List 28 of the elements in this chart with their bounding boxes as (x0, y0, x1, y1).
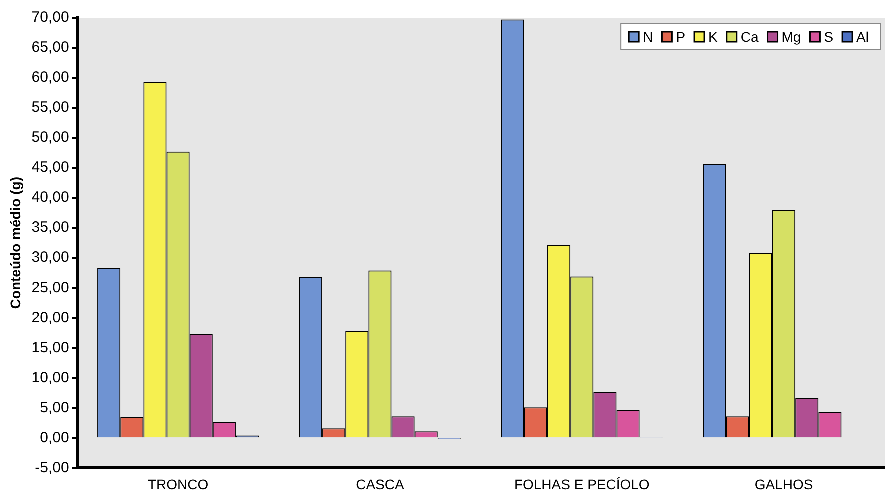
legend-label: P (676, 28, 686, 45)
y-tick-label: 15,00 (32, 339, 70, 356)
x-tick-label: CASCA (356, 476, 405, 492)
y-tick-label: 5,00 (40, 399, 70, 416)
y-tick-label: 45,00 (32, 159, 70, 176)
y-tick-label: 65,00 (32, 39, 70, 56)
legend-label: Mg (782, 28, 802, 45)
y-tick-label: 40,00 (32, 189, 70, 206)
y-tick-label: 20,00 (32, 309, 70, 326)
y-tick-label: 0,00 (40, 429, 70, 446)
y-tick-label: 10,00 (32, 369, 70, 386)
legend-label: Al (856, 28, 870, 45)
y-tick-label: 30,00 (32, 249, 70, 266)
y-tick-label: 50,00 (32, 129, 70, 146)
legend-label: K (708, 28, 719, 45)
x-tick-label: TRONCO (148, 476, 209, 492)
y-tick-label: -5,00 (35, 459, 70, 476)
y-tick-label: 55,00 (32, 99, 70, 116)
legend-label: N (643, 28, 654, 45)
x-tick-label: FOLHAS E PECÍOLO (514, 476, 650, 492)
y-tick-label: 60,00 (32, 69, 70, 86)
legend-label: Ca (740, 28, 759, 45)
x-tick-label: GALHOS (754, 476, 814, 492)
y-tick-label: 70,00 (32, 9, 70, 26)
y-axis-title: Conteúdo médio (g) (7, 177, 24, 310)
y-tick-label: 35,00 (32, 219, 70, 236)
legend-label: S (824, 28, 834, 45)
y-tick-label: 25,00 (32, 279, 70, 296)
